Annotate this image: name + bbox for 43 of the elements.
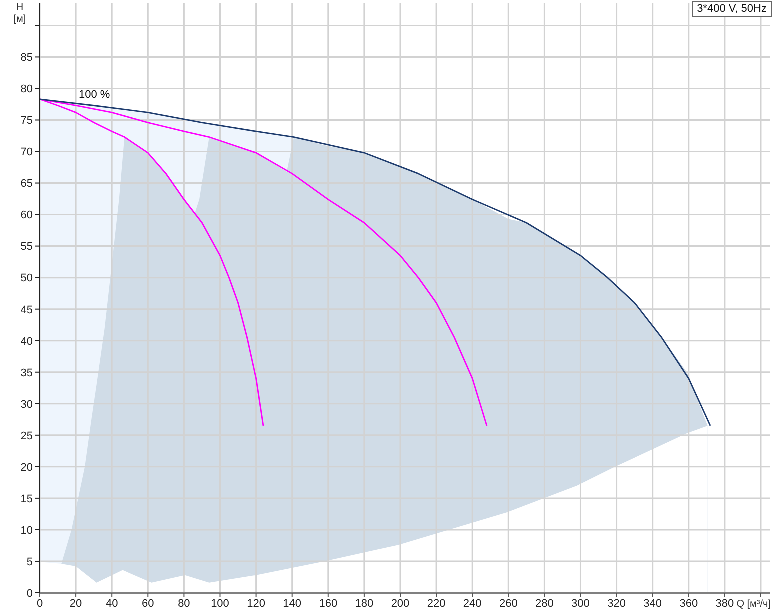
- x-tick-label: 20: [70, 598, 82, 610]
- y-tick-label: 20: [20, 462, 33, 474]
- y-tick-label: 70: [20, 146, 33, 159]
- x-tick-label: 60: [142, 598, 154, 610]
- x-tick-label: 360: [680, 598, 698, 610]
- y-tick-label: 60: [20, 210, 33, 222]
- y-tick-label: 55: [20, 241, 33, 254]
- x-tick-label: 160: [319, 598, 338, 610]
- x-tick-label: 200: [391, 598, 410, 610]
- y-tick-label: 30: [20, 398, 33, 411]
- y-tick-label: 65: [20, 178, 33, 190]
- annotation: 100 %: [79, 89, 110, 101]
- y-axis-title: H [м]: [12, 2, 28, 26]
- y-tick-label: 75: [20, 115, 33, 128]
- x-tick-label: 240: [463, 598, 482, 610]
- y-tick-label: 50: [20, 272, 33, 285]
- x-tick-label: 260: [499, 598, 518, 610]
- y-tick-label: 25: [20, 430, 33, 442]
- y-tick-label: 5: [26, 556, 33, 568]
- x-tick-label: 280: [536, 598, 554, 610]
- x-tick-label: 0: [36, 598, 44, 610]
- x-tick-label: 340: [644, 598, 662, 610]
- x-tick-label: 320: [608, 598, 626, 610]
- line-series: [40, 98, 712, 427]
- x-tick-label: 380: [716, 598, 734, 610]
- x-tick-label: 80: [178, 598, 190, 610]
- x-tick-label: 40: [106, 598, 118, 610]
- y-tick-label: 35: [20, 367, 33, 380]
- y-tick-label: 45: [20, 304, 33, 316]
- x-tick-label: 180: [355, 598, 374, 610]
- y-tick-label: 85: [20, 52, 33, 64]
- y-tick-label: 15: [20, 493, 33, 506]
- x-tick-label: 140: [283, 598, 302, 610]
- x-tick-label: 300: [572, 598, 590, 610]
- x-tick-label: 120: [247, 598, 266, 610]
- y-tick-label: 0: [26, 588, 33, 600]
- x-tick-label: 100: [211, 598, 230, 610]
- x-axis-title: Q [м³/ч]: [736, 599, 771, 610]
- y-tick-label: 10: [20, 524, 33, 537]
- y-tick-label: 80: [20, 84, 33, 96]
- chart-title: 3*400 V, 50Hz: [692, 1, 772, 17]
- x-tick-label: 220: [427, 598, 446, 610]
- y-tick-label: 40: [20, 336, 33, 348]
